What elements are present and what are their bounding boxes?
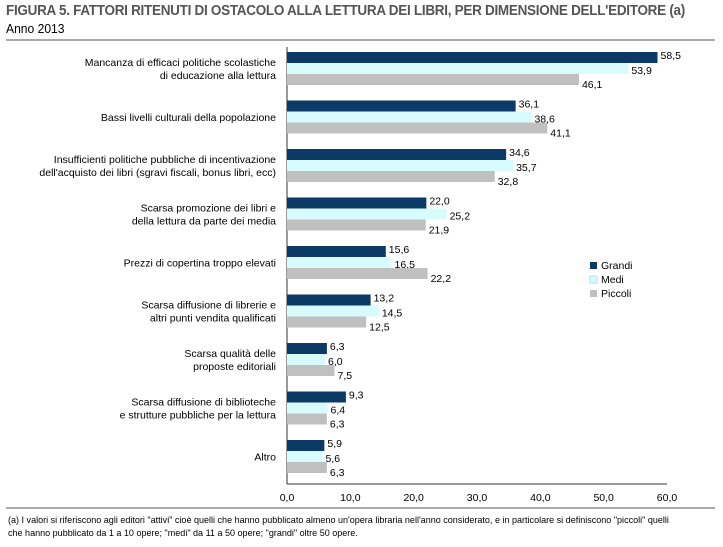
bar-piccoli	[287, 219, 426, 231]
bar-grandi	[287, 391, 346, 403]
data-label: 6,3	[330, 341, 345, 353]
category-label: Prezzi di copertina troppo elevati	[124, 258, 276, 270]
data-label: 7,5	[338, 370, 353, 382]
legend-swatch-medi	[589, 275, 598, 284]
data-label: 46,1	[582, 79, 603, 91]
category-label: Scarsa qualità delle	[184, 348, 276, 360]
bar-grandi	[287, 52, 658, 63]
bar-medi	[287, 257, 392, 268]
footnote: (a) I valori si riferiscono agli editori…	[8, 515, 669, 539]
data-label: 35,7	[516, 162, 537, 174]
bar-piccoli	[287, 316, 367, 328]
bar-grandi	[287, 246, 386, 257]
legend-swatch-piccoli	[590, 290, 597, 297]
category-label: Scarsa promozione dei libri e	[141, 203, 277, 215]
bar-medi	[287, 63, 629, 74]
category-label: della lettura da parte dei media	[132, 216, 276, 228]
chart-subtitle: Anno 2013	[6, 21, 65, 36]
category-label: Altro	[254, 452, 276, 464]
x-tick-label: 40,0	[530, 492, 551, 504]
data-label: 5,6	[325, 453, 340, 465]
bar-grandi	[287, 149, 507, 160]
category-label: Bassi livelli culturali della popolazion…	[101, 112, 276, 124]
data-label: 21,9	[429, 225, 450, 237]
bar-medi	[287, 305, 379, 317]
data-label: 9,3	[349, 390, 364, 402]
bar-medi	[287, 160, 514, 171]
x-tick-label: 10,0	[340, 492, 361, 504]
data-label: 53,9	[631, 65, 652, 77]
data-label: 15,6	[389, 244, 410, 256]
data-label: 14,5	[382, 308, 403, 320]
bar-piccoli	[287, 365, 335, 376]
data-label: 6,3	[330, 467, 345, 479]
data-label: 58,5	[661, 50, 682, 62]
data-label: 36,1	[519, 99, 540, 111]
x-tick-label: 30,0	[467, 492, 488, 504]
category-label: Mancanza di efficaci politiche scolastic…	[85, 57, 276, 69]
bar-grandi	[287, 100, 516, 112]
bar-medi	[287, 354, 325, 365]
legend-swatch-grandi	[590, 262, 597, 269]
data-label: 12,5	[369, 322, 390, 334]
legend-label: Grandi	[601, 260, 633, 272]
data-label: 32,8	[498, 176, 519, 188]
data-label: 25,2	[450, 211, 471, 223]
bar-piccoli	[287, 462, 327, 473]
bar-piccoli	[287, 171, 495, 182]
bar-grandi	[287, 294, 371, 306]
category-label: proposte editoriali	[193, 361, 276, 373]
x-tick-label: 50,0	[593, 492, 614, 504]
x-tick-label: 20,0	[403, 492, 424, 504]
category-label: di educazione alla lettura	[160, 70, 276, 82]
legend-label: Piccoli	[601, 288, 631, 300]
chart-title: FIGURA 5. FATTORI RITENUTI DI OSTACOLO A…	[6, 3, 685, 19]
category-label: Scarsa diffusione di librerie e	[141, 300, 276, 312]
data-label: 41,1	[550, 128, 571, 140]
bar-piccoli	[287, 122, 548, 134]
bar-grandi	[287, 440, 325, 451]
bar-medi	[287, 208, 447, 220]
bar-grandi	[287, 343, 327, 354]
category-label: altri punti vendita qualificati	[150, 313, 276, 325]
legend-label: Medi	[601, 274, 624, 286]
data-label: 22,2	[431, 273, 452, 285]
data-label: 22,0	[429, 196, 450, 208]
bar-medi	[287, 451, 323, 462]
category-label: Scarsa diffusione di biblioteche	[131, 397, 276, 409]
bar-grandi	[287, 197, 427, 209]
category-label: dell'acquisto dei libri (sgravi fiscali,…	[39, 167, 276, 179]
x-tick-label: 0,0	[280, 492, 295, 504]
category-label: e strutture pubbliche per la lettura	[120, 410, 277, 422]
x-tick-label: 60,0	[657, 492, 678, 504]
bar-piccoli	[287, 74, 579, 85]
data-label: 34,6	[509, 147, 530, 159]
bar-medi	[287, 111, 532, 123]
data-label: 13,2	[374, 293, 395, 305]
data-label: 5,9	[327, 438, 342, 450]
data-label: 6,4	[331, 405, 346, 417]
bar-medi	[287, 402, 328, 414]
category-label: Insufficienti politiche pubbliche di inc…	[54, 154, 276, 166]
data-label: 6,3	[330, 419, 345, 431]
bar-piccoli	[287, 413, 327, 425]
bar-piccoli	[287, 268, 428, 279]
